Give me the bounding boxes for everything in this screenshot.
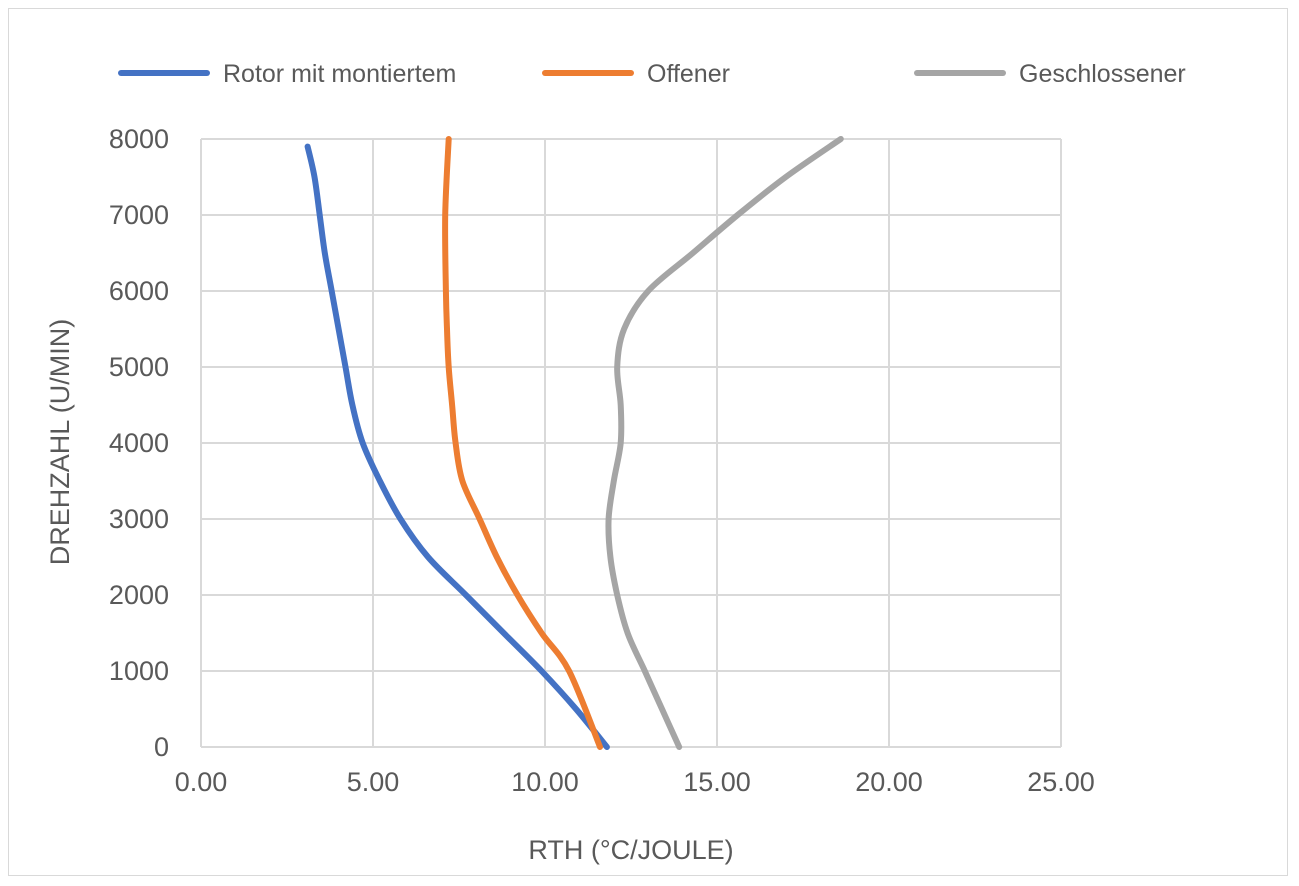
series-lines	[304, 136, 844, 750]
gridlines	[200, 138, 1062, 748]
series-line-geschlossener	[605, 136, 844, 750]
y-axis-title: DREHZAHL (U/MIN)	[45, 319, 75, 566]
legend: Rotor mit montiertem Offener Geschlossener	[118, 60, 1186, 88]
legend-label: Geschlossener	[1019, 60, 1186, 88]
x-tick-label: 0.00	[175, 767, 228, 797]
legend-label: Rotor mit montiertem	[223, 60, 456, 88]
y-tick-label: 2000	[109, 580, 169, 610]
x-tick-label: 5.00	[347, 767, 400, 797]
x-tick-label: 25.00	[1027, 767, 1095, 797]
line-chart: 0 1000 2000 3000 4000 5000 6000 7000 8000 0.00 5.0…	[45, 60, 1186, 865]
y-tick-label: 1000	[109, 656, 169, 686]
tick-labels: 0 1000 2000 3000 4000 5000 6000 7000 8000 0.00 5.0…	[109, 124, 1095, 797]
x-tick-label: 15.00	[683, 767, 751, 797]
series-line-rotor	[304, 143, 610, 750]
x-axis-title: RTH (°C/JOULE)	[528, 835, 733, 865]
x-tick-label: 20.00	[855, 767, 923, 797]
x-tick-label: 10.00	[511, 767, 579, 797]
y-tick-label: 5000	[109, 352, 169, 382]
y-tick-label: 7000	[109, 200, 169, 230]
y-tick-label: 4000	[109, 428, 169, 458]
y-tick-label: 8000	[109, 124, 169, 154]
y-tick-label: 3000	[109, 504, 169, 534]
y-tick-label: 6000	[109, 276, 169, 306]
chart-frame: 0 1000 2000 3000 4000 5000 6000 7000 8000 0.00 5.0…	[8, 8, 1288, 876]
y-tick-label: 0	[154, 732, 169, 762]
legend-label: Offener	[647, 60, 730, 88]
series-line-offener	[442, 136, 603, 750]
